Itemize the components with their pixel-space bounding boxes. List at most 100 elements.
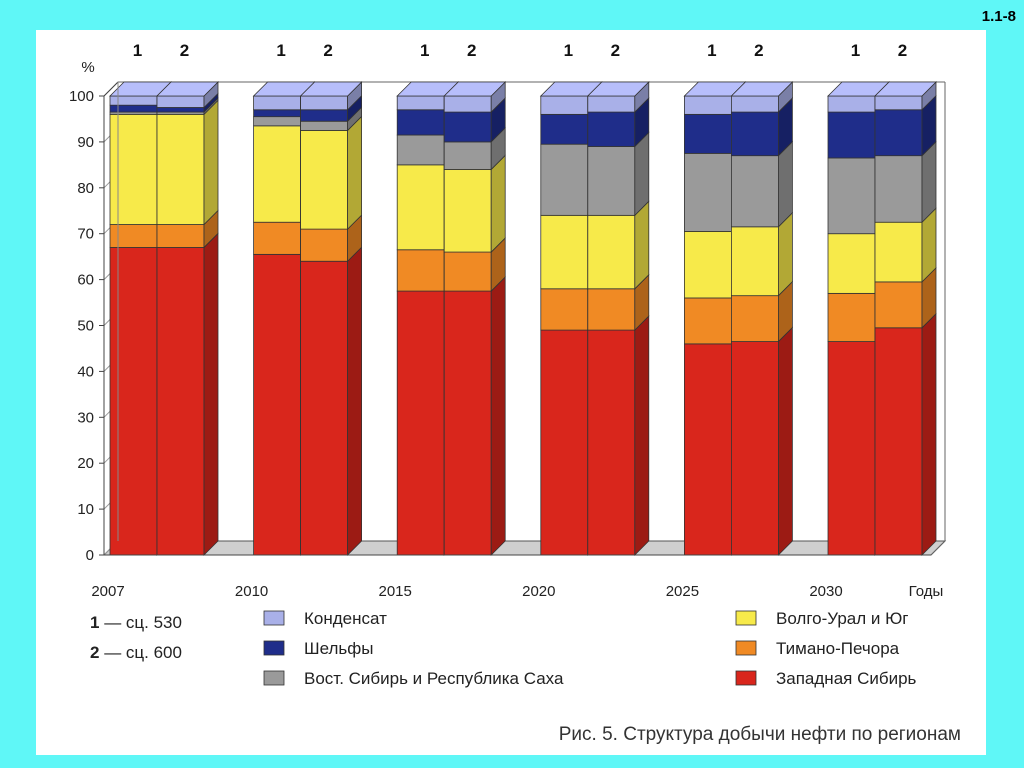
bar-stack [874,81,937,556]
figure-caption: Рис. 5. Структура добычи нефти по регион… [559,724,961,745]
bar-segment [109,247,158,556]
bar-segment [396,164,445,251]
bar-segment [827,157,876,235]
bar-label: 1 [707,41,716,60]
bar-segment [540,113,589,145]
chart-grid [103,81,946,556]
bar-segment [731,111,779,157]
bar-segment [731,155,779,228]
bar-segment [684,152,732,232]
bar-segment [874,155,923,223]
bar-segment [587,288,636,331]
y-tick-label: 80 [77,180,94,197]
y-tick-label: 50 [77,318,94,335]
bar-segment [684,343,732,556]
bar-label: 1 [276,41,285,60]
legend-label: Волго-Урал и Юг [776,609,908,628]
legend-swatch [263,610,285,626]
chart-floor [102,540,947,556]
bar-segment-side [634,315,650,556]
bar-segment [874,95,923,111]
y-axis-label: % [81,59,94,76]
bar-segment [731,95,779,113]
legend-swatch [735,610,757,626]
x-axis-label: Годы [909,583,944,600]
y-tick-label: 70 [77,226,94,243]
bar-segment-side [203,232,219,556]
scenario-text: — сц. 600 [99,643,182,662]
bar-segment [827,341,876,556]
bar-segment [396,109,445,136]
bar-segment [300,95,349,111]
bar-segment [443,169,492,253]
bar-segment [443,251,492,292]
bar-segment [587,111,636,147]
floor-right-edge [930,540,946,556]
bar-segment [396,95,445,111]
y-tick-label: 10 [77,501,94,518]
bar-label: 2 [467,41,476,60]
bar-top-face [299,81,363,97]
bar-segment-side [347,115,363,231]
legend-swatch [735,670,757,686]
bar-label: 2 [898,41,907,60]
bar-top-face [156,81,219,97]
bar-segment [443,95,492,113]
legend-swatch [735,640,757,656]
bar-segment-side [634,200,650,290]
bar-segment [300,228,349,262]
bar-label: 2 [611,41,620,60]
bar-segment [300,120,349,131]
bar-segment [827,292,876,342]
legend-label: Тимано-Печора [776,639,900,658]
scenario-number: 1 [90,613,99,632]
bar-segment-side [778,140,793,228]
bar-segment [684,113,732,154]
scenario-text: — сц. 530 [99,613,182,632]
bar-segment [827,111,876,159]
bar-segment [253,125,302,223]
bar-label: 1 [564,41,573,60]
bar-top-face [443,81,507,97]
bar-segment [109,224,158,248]
bar-segment [587,214,636,290]
bar-segment [443,141,492,170]
bar-segment [156,224,205,248]
bar-segment [731,226,779,297]
bar-segment [396,249,445,292]
bar-segment [156,113,205,225]
bar-label: 2 [754,41,763,60]
bar-segment [396,134,445,166]
bar-top-face [874,81,937,97]
y-tick-label: 0 [86,547,94,564]
bar-segment [874,281,923,329]
bar-segment [587,146,636,216]
bar-segment [540,95,589,115]
bar-segment-side [778,326,793,556]
bar-segment [684,95,732,115]
scenario-legend-item: 1 — сц. 530 [90,613,182,632]
bar-segment [156,95,205,108]
bar-segment [827,233,876,294]
legend-swatch [263,670,285,686]
y-tick-label: 90 [77,134,94,151]
bar-segment [540,143,589,216]
bar-segment [109,104,158,113]
legend-label: Западная Сибирь [776,669,917,688]
bar-segment [253,253,302,556]
y-tick-label: 30 [77,409,94,426]
legend-label: Шельфы [304,639,373,658]
scenario-legend-item: 2 — сц. 600 [90,643,182,662]
bar-segment [874,109,923,157]
bar-stack [299,81,363,556]
x-tick-label: 2015 [379,583,412,600]
bar-segment [587,329,636,556]
bar-segment [443,290,492,556]
x-tick-label: 2020 [522,583,555,600]
floor-plane [102,540,947,556]
bar-stack [730,81,794,556]
bar-segment [587,95,636,113]
bar-segment [109,95,158,106]
